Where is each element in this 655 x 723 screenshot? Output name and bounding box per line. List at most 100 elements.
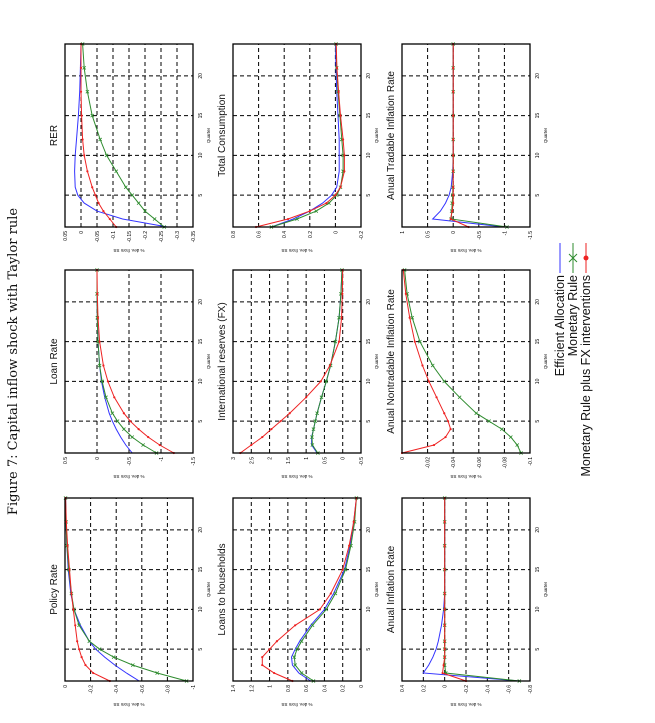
- data-point-fx-interventions: [341, 138, 345, 141]
- y-tick-label: -0.5: [477, 231, 483, 240]
- y-tick-label: -0.08: [502, 457, 508, 469]
- data-point-fx-interventions: [441, 671, 444, 675]
- data-point-monetary-rule: [100, 379, 105, 384]
- data-point-monetary-rule: [508, 435, 513, 439]
- data-point-monetary-rule: [295, 647, 299, 652]
- y-axis-label: % dev. from SS: [451, 248, 482, 253]
- x-tick-label: 20: [366, 299, 372, 305]
- y-tick-label: -0.02: [426, 457, 432, 469]
- subplot-svg: Total Consumption 5 10 15 20 0.8 0.6 0.4 0.2 0 -0.…: [217, 42, 379, 253]
- subplot-title: International reserves (FX): [217, 302, 228, 420]
- data-point-fx-interventions: [80, 114, 83, 117]
- plot-frame: [232, 497, 362, 682]
- data-point-fx-interventions: [443, 412, 446, 415]
- x-axis-label: Quarter: [543, 353, 548, 369]
- data-point-fx-interventions: [261, 663, 264, 667]
- subplot-svg: Anual Inflation Rate 5 10 15 20 0.4 0.2 0 -0.2 -0…: [386, 496, 548, 707]
- y-tick-label: 2.5: [249, 457, 255, 464]
- x-tick-label: 15: [366, 339, 372, 345]
- data-point-fx-interventions: [96, 292, 99, 295]
- data-point-fx-interventions: [341, 292, 344, 295]
- data-point-fx-interventions: [261, 656, 264, 659]
- data-point-fx-interventions: [102, 364, 105, 367]
- y-axis-label: % dev. from SS: [282, 702, 313, 707]
- y-tick-label: 0.4: [400, 685, 406, 692]
- y-tick-label: 0.5: [63, 457, 69, 464]
- data-point-fx-interventions: [443, 608, 446, 611]
- y-tick-label: 0: [79, 231, 85, 234]
- subplot-anual-inflation-rate: Anual Inflation Rate 5 10 15 20 0.4 0.2 0 -0.2 -0…: [377, 489, 552, 721]
- subplot-title: Loan Rate: [49, 338, 60, 385]
- data-point-fx-interventions: [337, 340, 341, 343]
- y-tick-label: -0.4: [485, 685, 491, 694]
- subplot-title: Loans to households: [217, 543, 228, 635]
- data-point-fx-interventions: [339, 114, 342, 117]
- data-point-fx-interventions: [158, 443, 161, 447]
- y-tick-label: 0.5: [426, 231, 432, 238]
- y-tick-label: -0.25: [159, 231, 165, 243]
- data-point-fx-interventions: [343, 154, 346, 157]
- x-axis-label: Quarter: [374, 581, 379, 597]
- plot-frame: [232, 43, 362, 228]
- subplot-title: Total Consumption: [217, 94, 228, 177]
- data-point-monetary-rule: [515, 443, 520, 447]
- series-line-monetary-rule: [65, 497, 187, 682]
- x-tick-label: 5: [535, 420, 541, 423]
- data-point-fx-interventions: [261, 435, 264, 439]
- figure-caption: Figure 7: Capital inflow shock with Tayl…: [6, 207, 21, 516]
- x-tick-label: 10: [198, 152, 204, 158]
- x-tick-label: 20: [198, 73, 204, 79]
- x-axis-label: Quarter: [543, 127, 548, 143]
- data-point-fx-interventions: [94, 194, 97, 197]
- data-point-fx-interventions: [337, 90, 340, 93]
- subplot-title: Anual Tradable Inflation Rate: [386, 71, 397, 200]
- series-line-monetary-rule: [82, 43, 165, 228]
- data-point-fx-interventions: [113, 396, 116, 399]
- data-point-monetary-rule: [313, 419, 318, 424]
- x-tick-label: 20: [535, 527, 541, 533]
- y-tick-label: -0.3: [175, 231, 181, 240]
- data-point-fx-interventions: [122, 412, 125, 415]
- y-tick-label: -0.2: [143, 231, 149, 240]
- series-line-efficient-allocation: [271, 43, 340, 228]
- series-line-monetary-rule: [444, 498, 520, 682]
- subplot-title: RER: [49, 125, 60, 146]
- data-point-fx-interventions: [305, 396, 308, 399]
- x-tick-label: 10: [366, 606, 372, 612]
- x-axis-label: Quarter: [374, 127, 379, 143]
- data-point-monetary-rule: [104, 153, 109, 158]
- data-point-fx-interventions: [452, 114, 455, 117]
- x-tick-label: 5: [366, 194, 372, 197]
- subplot-title: Policy Rate: [49, 564, 60, 615]
- y-tick-label: -0.4: [114, 685, 120, 694]
- data-point-monetary-rule: [310, 623, 315, 628]
- data-point-fx-interventions: [308, 209, 311, 213]
- subplot-international-reserves-fx: International reserves (FX) 5 10 15 20 3 2.5 2 1…: [208, 261, 383, 493]
- data-point-fx-interventions: [449, 217, 452, 221]
- data-point-fx-interventions: [452, 202, 455, 205]
- data-point-monetary-rule: [87, 639, 92, 644]
- x-tick-label: 20: [198, 299, 204, 305]
- data-point-monetary-rule: [442, 379, 447, 384]
- data-point-fx-interventions: [288, 412, 291, 415]
- data-point-monetary-rule: [136, 201, 141, 206]
- data-point-monetary-rule: [337, 315, 341, 320]
- subplot-svg: Loan Rate 5 10 15 20 0.5 0 -0.5 -1 -1.5 Quarter % d…: [49, 268, 211, 479]
- x-tick-label: 10: [198, 378, 204, 384]
- data-point-fx-interventions: [435, 396, 438, 399]
- y-tick-label: -0.05: [95, 231, 101, 243]
- data-point-monetary-rule: [474, 411, 479, 416]
- x-tick-label: 20: [535, 73, 541, 79]
- data-point-fx-interventions: [340, 316, 343, 319]
- legend-item-fx-interventions: Monetary Rule plus FX interventions: [579, 243, 593, 543]
- y-tick-label: -0.2: [89, 685, 95, 694]
- data-point-monetary-rule: [130, 663, 135, 667]
- data-point-fx-interventions: [452, 170, 455, 173]
- data-point-fx-interventions: [452, 194, 455, 197]
- data-point-fx-interventions: [275, 640, 278, 643]
- y-tick-label: -0.2: [464, 685, 470, 694]
- data-point-monetary-rule: [499, 427, 504, 432]
- x-tick-label: 20: [366, 527, 372, 533]
- data-point-monetary-rule: [418, 339, 422, 344]
- y-tick-label: -0.15: [127, 231, 133, 243]
